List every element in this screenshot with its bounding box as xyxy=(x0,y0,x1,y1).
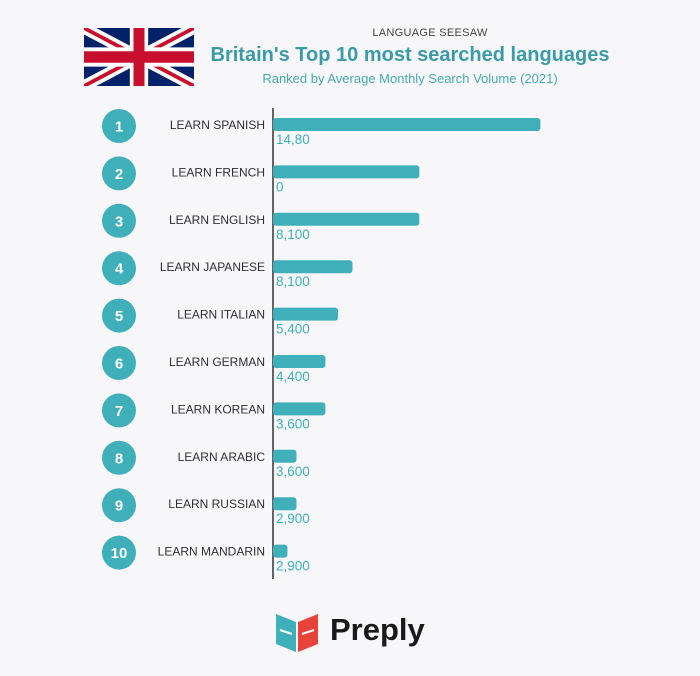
rank-badge xyxy=(102,440,136,475)
value-label: 4,400 xyxy=(276,369,310,384)
rank-number: 6 xyxy=(115,356,123,373)
rank-number: 4 xyxy=(115,261,124,278)
value-label: 8,100 xyxy=(276,227,310,242)
rank-badge xyxy=(102,109,136,143)
bar xyxy=(273,402,326,416)
rank-badge xyxy=(102,535,136,570)
value-label: 14,80 xyxy=(276,132,310,147)
bar xyxy=(273,449,297,463)
bar xyxy=(273,307,339,321)
rank-number: 9 xyxy=(115,498,123,515)
bar xyxy=(273,497,297,511)
value-label: 5,400 xyxy=(276,322,310,337)
value-label: 2,900 xyxy=(276,559,310,574)
category-label: LEARN GERMAN xyxy=(169,355,265,369)
rank-badge xyxy=(102,346,136,380)
rank-badge xyxy=(102,393,136,428)
category-label: LEARN FRENCH xyxy=(172,165,265,179)
value-label: 3,600 xyxy=(276,416,310,431)
rank-badge xyxy=(102,488,136,523)
rank-badge xyxy=(102,203,136,238)
category-label: LEARN JAPANESE xyxy=(160,260,265,274)
chart-subtitle: Ranked by Average Monthly Search Volume … xyxy=(262,71,558,86)
category-label: LEARN SPANISH xyxy=(170,118,265,132)
rank-badge xyxy=(102,298,136,333)
category-label: LEARN KOREAN xyxy=(171,402,265,416)
rank-number: 8 xyxy=(115,450,123,467)
bar xyxy=(273,118,541,131)
rank-badge xyxy=(102,156,136,191)
rank-number: 3 xyxy=(115,213,123,230)
category-label: LEARN ARABIC xyxy=(178,450,266,464)
value-label: 0 xyxy=(276,179,284,194)
rank-number: 2 xyxy=(115,166,123,183)
rank-badge xyxy=(102,251,136,286)
bar xyxy=(273,355,326,368)
value-label: 8,100 xyxy=(276,274,310,289)
preply-logo-icon xyxy=(276,614,318,652)
header-kicker: LANGUAGE SEESAW xyxy=(372,27,488,39)
category-label: LEARN ENGLISH xyxy=(169,213,265,227)
category-label: LEARN ITALIAN xyxy=(177,308,265,322)
brand-name: Preply xyxy=(330,612,425,647)
value-label: 3,600 xyxy=(276,464,310,479)
rank-number: 5 xyxy=(115,308,123,325)
category-label: LEARN MANDARIN xyxy=(158,545,265,559)
value-label: 2,900 xyxy=(276,511,310,526)
bar xyxy=(273,260,353,274)
chart-title: Britain's Top 10 most searched languages xyxy=(210,44,610,66)
union-jack-flag-icon xyxy=(84,28,194,86)
bar-chart: 1 LEARN SPANISH 14,80 2 LEARN FRENCH 0 3 LEARN … xyxy=(102,108,541,579)
category-label: LEARN RUSSIAN xyxy=(168,497,265,511)
bar xyxy=(273,544,288,558)
rank-number: 10 xyxy=(111,545,128,562)
rank-number: 1 xyxy=(115,119,123,136)
bar xyxy=(273,212,420,226)
bar xyxy=(273,165,420,179)
rank-number: 7 xyxy=(115,403,123,420)
